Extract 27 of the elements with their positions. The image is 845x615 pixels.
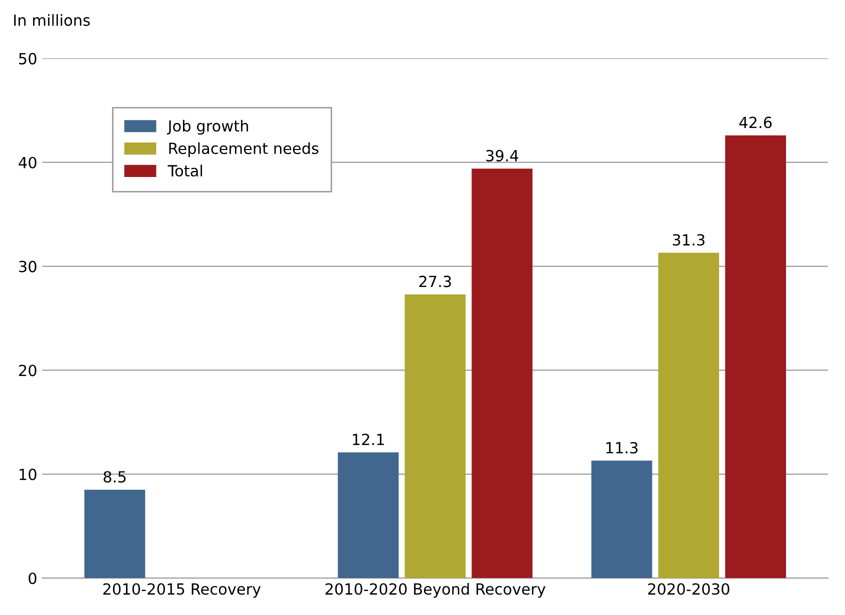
bar [404,294,466,578]
data-label: 11.3 [606,442,638,454]
data-label: 27.3 [419,276,451,288]
bar [84,490,146,578]
y-tick-label: 10 [20,468,36,480]
legend-label: Total [168,164,202,177]
y-tick-label: 40 [18,156,36,168]
bar [591,460,652,578]
data-label: 12.1 [352,434,384,445]
y-tick-label: 0 [28,572,36,584]
x-tick-label: 2020-2030 [648,583,730,595]
bar [472,168,533,578]
x-tick-label: 2010-2015 Recovery [103,583,261,598]
data-label: 39.4 [486,150,518,162]
bar [725,135,786,578]
y-tick-label: 50 [19,52,36,64]
y-axis-title: In millions [14,14,90,26]
data-label: 8.5 [104,471,126,483]
bar [338,452,399,578]
x-tick-label: 2010-2020 Beyond Recovery [326,582,546,598]
y-tick-label: 20 [19,364,36,376]
data-label: 42.6 [739,116,772,128]
legend-label: Replacement needs [169,142,318,158]
data-label: 31.3 [672,234,704,246]
bar [658,252,720,578]
y-tick-label: 30 [19,260,36,272]
legend-label: Job growth [166,120,248,135]
